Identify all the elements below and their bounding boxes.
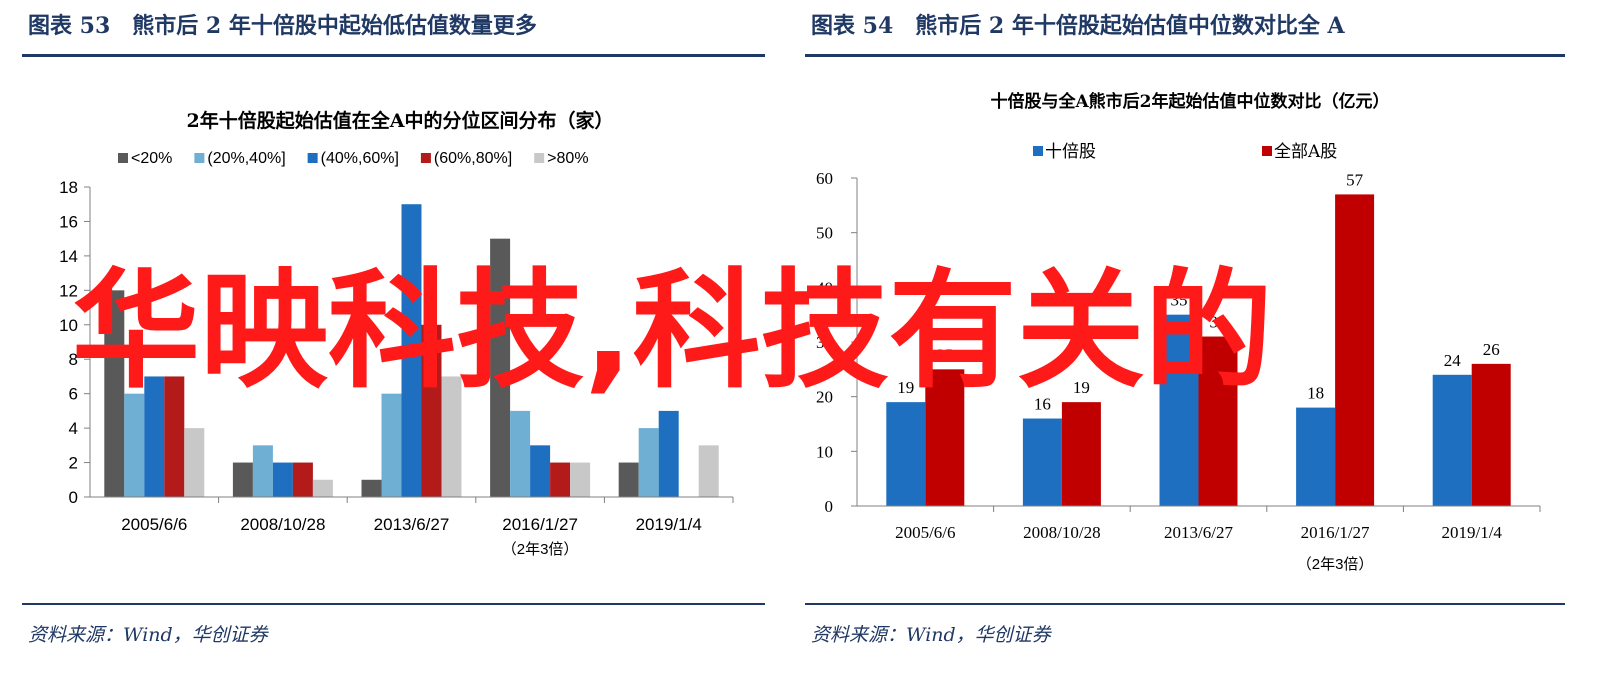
chart-53-ytick-label-1: 2	[69, 454, 78, 473]
chart-54-data-label-3-1: 57	[1346, 170, 1364, 189]
chart-53-bar-1-1	[252, 445, 273, 497]
chart-54-data-label-0-0: 19	[897, 378, 914, 397]
chart-53-xtick-label-4: 2019/1/4	[636, 515, 702, 534]
chart-53-xtick-label-1: 2008/10/28	[240, 515, 325, 534]
chart-53-legend-label-4: >80%	[547, 150, 588, 167]
chart-54-ytick-label-3: 30	[816, 333, 833, 352]
chart-54-legend-label-1: 全部A股	[1274, 142, 1337, 162]
chart-53-bar-0-1	[124, 393, 145, 497]
chart-54-ytick-label-2: 20	[816, 388, 833, 407]
chart-53-svg: 2年十倍股起始估值在全A中的分位区间分布（家） <20% (20%,40%] (40%…	[59, 109, 734, 558]
chart-54-xtick-label-4: 2019/1/4	[1441, 523, 1502, 542]
chart-54-ytick-label-5: 50	[816, 224, 833, 243]
chart-53-bar-2-4	[441, 376, 462, 497]
chart-53-bar-0-2	[144, 376, 165, 497]
chart-53-xtick-note-3: （2年3倍）	[502, 541, 579, 558]
chart-53-legend-swatch-2	[307, 153, 318, 163]
chart-53-legend-label-2: (40%,60%]	[321, 150, 399, 167]
chart-54-bar-4-1	[1471, 363, 1511, 506]
chart-53-bar-4-1	[638, 428, 659, 497]
chart-53-bar-3-0	[490, 238, 511, 497]
chart-54-xtick-label-0: 2005/6/6	[895, 523, 955, 542]
figure-53-bottom-rule	[22, 603, 765, 605]
chart-54-data-label-4-0: 24	[1444, 351, 1462, 370]
chart-53-legend-swatch-1	[194, 153, 205, 163]
figure-54-title: 图表 54 熊市后 2 年十倍股起始估值中位数对比全 A	[811, 13, 1345, 39]
chart-53-legend-label-0: <20%	[131, 150, 172, 167]
chart-53-legend-label-3: (60%,80%]	[434, 150, 512, 167]
chart-54-data-label-3-0: 18	[1307, 384, 1324, 403]
chart-54-title: 十倍股与全A熊市后2年起始估值中位数对比（亿元）	[990, 91, 1389, 112]
chart-53-bar-1-0	[232, 462, 253, 497]
figure-54-top-rule	[805, 54, 1565, 57]
chart-53-ytick-label-5: 10	[59, 316, 78, 335]
chart-54-data-label-2-1: 31	[1210, 313, 1227, 332]
chart-54-bar-0-0	[886, 402, 926, 506]
chart-53-ytick-label-7: 14	[59, 247, 78, 266]
chart-53-xtick-label-2: 2013/6/27	[374, 515, 450, 534]
chart-54-xtick-label-3: 2016/1/27	[1301, 523, 1370, 542]
chart-53-bar-2-3	[421, 324, 442, 497]
chart-54-bar-4-0	[1432, 374, 1472, 506]
chart-53-ytick-label-4: 8	[69, 350, 78, 369]
chart-53-xtick-label-3: 2016/1/27	[502, 515, 578, 534]
chart-53-bar-0-4	[184, 428, 205, 497]
chart-53-bar-1-3	[292, 462, 313, 497]
chart-53-ytick-label-9: 18	[59, 178, 78, 197]
chart-54-xtick-note-3: （2年3倍）	[1297, 556, 1374, 573]
chart-53-bar-4-2	[658, 410, 679, 497]
chart-54-bar-3-0	[1296, 407, 1336, 506]
chart-54-svg: 十倍股与全A熊市后2年起始估值中位数对比（亿元） 十倍股 全部A股 0 10 20 30 40…	[816, 91, 1541, 573]
chart-54-bar-0-1	[925, 369, 965, 506]
chart-53-bar-2-1	[381, 393, 402, 497]
chart-54-bar-1-1	[1061, 402, 1101, 506]
chart-53-ytick-label-8: 16	[59, 212, 78, 231]
chart-54-ytick-label-4: 40	[816, 278, 833, 297]
chart-53-ytick-label-0: 0	[69, 488, 78, 507]
chart-54-bar-2-0	[1159, 314, 1199, 506]
chart-53-ytick-label-6: 12	[59, 281, 78, 300]
figure-53-top-rule	[22, 54, 765, 57]
figure-53-title: 图表 53 熊市后 2 年十倍股中起始低估值数量更多	[28, 13, 537, 39]
chart-54-xtick-label-1: 2008/10/28	[1023, 523, 1100, 542]
chart-54-legend-label-0: 十倍股	[1045, 142, 1096, 162]
chart-53-legend-swatch-3	[420, 153, 431, 163]
chart-54-legend-swatch-1	[1262, 146, 1272, 156]
chart-53-bar-0-3	[164, 376, 185, 497]
chart-54-data-label-2-0: 35	[1171, 291, 1188, 310]
chart-53-ytick-label-2: 4	[69, 419, 78, 438]
chart-53-bar-3-2	[530, 445, 551, 497]
chart-54-xtick-label-2: 2013/6/27	[1164, 523, 1233, 542]
chart-54-data-label-0-1: 25	[936, 345, 953, 364]
chart-54-data-label-4-1: 26	[1483, 340, 1500, 359]
chart-53-bar-4-0	[618, 462, 639, 497]
chart-54-bar-1-0	[1022, 418, 1062, 506]
chart-53-bar-3-4	[570, 462, 591, 497]
figure-54-bottom-rule	[805, 603, 1565, 605]
figure-54-source: 资料来源：Wind，华创证券	[811, 624, 1051, 646]
chart-53-bar-2-2	[401, 204, 422, 497]
chart-54-data-label-1-0: 16	[1034, 395, 1051, 414]
chart-53-bar-3-1	[510, 410, 531, 497]
chart-53-bar-4-4	[698, 445, 719, 497]
chart-53-bar-0-0	[104, 290, 125, 497]
chart-53-bar-1-2	[272, 462, 293, 497]
chart-53-ytick-label-3: 6	[69, 385, 78, 404]
chart-53-title: 2年十倍股起始估值在全A中的分位区间分布（家）	[187, 109, 614, 132]
chart-54-ytick-label-6: 60	[816, 169, 833, 188]
chart-53-legend-swatch-4	[534, 153, 545, 163]
chart-53-bar-3-3	[550, 462, 571, 497]
figure-53-source: 资料来源：Wind，华创证券	[28, 624, 268, 646]
chart-54-ytick-label-0: 0	[825, 497, 834, 516]
chart-54-bar-2-1	[1198, 336, 1238, 506]
chart-53-legend-label-1: (20%,40%]	[207, 150, 285, 167]
chart-53-bar-2-0	[361, 479, 382, 497]
chart-53-legend-swatch-0	[118, 153, 128, 163]
chart-54-legend-swatch-0	[1033, 146, 1043, 156]
chart-53-xtick-label-0: 2005/6/6	[121, 515, 187, 534]
chart-54-ytick-label-1: 10	[816, 442, 833, 461]
chart-54-data-label-1-1: 19	[1073, 378, 1090, 397]
chart-54-bar-3-1	[1335, 194, 1375, 506]
chart-53-bar-1-4	[312, 479, 333, 497]
